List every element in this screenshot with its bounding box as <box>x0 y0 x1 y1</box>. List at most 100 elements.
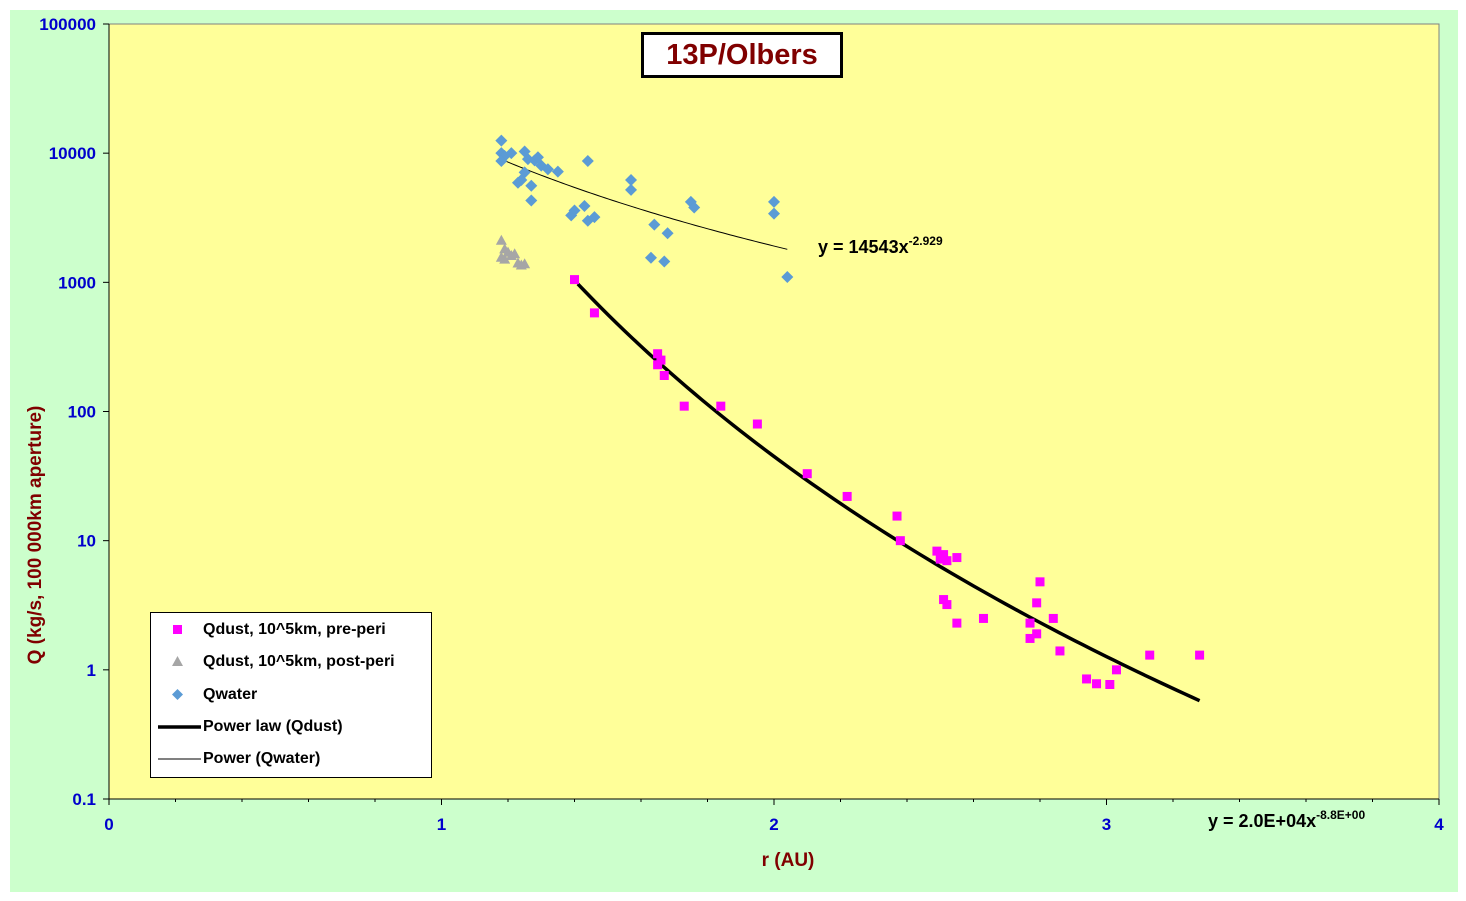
y-tick-label: 10 <box>77 532 96 551</box>
water-fit-equation-main: y = 14543x <box>818 237 909 257</box>
y-tick-label: 0.1 <box>72 790 96 809</box>
water-point <box>781 270 794 283</box>
y-tick-label: 1000 <box>58 273 96 292</box>
y-tick-label: 10000 <box>49 144 96 163</box>
legend-label-water-fit: Power (Qwater) <box>203 750 321 767</box>
legend-label-dust-pre: Qdust, 10^5km, pre-peri <box>203 621 386 638</box>
legend-triangle-marker <box>151 650 203 674</box>
water-point <box>658 255 671 268</box>
x-tick-label: 3 <box>1102 815 1111 834</box>
dust-power-law-line <box>576 282 1201 703</box>
fit-lines <box>501 158 1201 703</box>
dust-pre-peri-point <box>1082 674 1092 684</box>
legend-thick-line <box>151 715 203 739</box>
dust-pre-peri-point <box>1025 633 1035 643</box>
data-points <box>495 134 1205 689</box>
dust-pre-peri-point <box>653 360 663 370</box>
dust-pre-peri-point <box>1032 629 1042 639</box>
water-point <box>625 173 638 186</box>
water-point <box>568 204 581 217</box>
water-fit-equation-exp: -2.929 <box>909 234 943 248</box>
dust-pre-peri-point <box>1035 577 1045 587</box>
dust-fit-equation-main: y = 2.0E+04x <box>1208 811 1316 831</box>
water-point <box>551 165 564 178</box>
water-power-law-line <box>501 158 788 250</box>
legend-item-dust-post: Qdust, 10^5km, post-peri <box>151 650 395 674</box>
x-tick-label: 1 <box>437 815 446 834</box>
legend-label-dust-post: Qdust, 10^5km, post-peri <box>203 653 395 670</box>
legend-item-water-fit: Power (Qwater) <box>151 747 320 771</box>
y-tick-label: 100000 <box>39 15 96 34</box>
water-point <box>648 218 661 231</box>
chart-area: 0.1 1 10 100 1000 10000 100000 0 1 2 3 4 r (AU) Q (… <box>10 10 1458 892</box>
dust-pre-peri-point <box>1048 613 1058 623</box>
dust-pre-peri-point <box>1195 650 1205 660</box>
dust-pre-peri-point <box>656 355 666 365</box>
dust-post-peri-point <box>495 251 507 262</box>
water-point <box>495 134 508 147</box>
x-tick-label: 4 <box>1434 815 1444 834</box>
legend-label-water: Qwater <box>203 686 258 703</box>
water-point <box>661 227 674 240</box>
legend-label-dust-fit: Power law (Qdust) <box>203 718 343 735</box>
dust-pre-peri-point <box>802 469 812 479</box>
legend-diamond-marker <box>151 683 203 707</box>
chart-title-box: 13P/Olbers <box>641 32 843 78</box>
legend: Qdust, 10^5km, pre-peri Qdust, 10^5km, p… <box>150 612 432 778</box>
dust-pre-peri-point <box>716 401 726 411</box>
x-axis-title: r (AU) <box>762 850 815 871</box>
legend-item-water: Qwater <box>151 683 257 707</box>
dust-pre-peri-point <box>1105 679 1115 689</box>
water-point <box>495 154 508 167</box>
dust-pre-peri-point <box>939 595 949 605</box>
water-point <box>644 251 657 264</box>
dust-pre-peri-point <box>679 401 689 411</box>
dust-pre-peri-point <box>942 556 952 566</box>
dust-fit-equation-exp: -8.8E+00 <box>1316 808 1365 822</box>
dust-pre-peri-point <box>1025 618 1035 628</box>
dust-pre-peri-point <box>952 553 962 563</box>
dust-pre-peri-point <box>935 554 945 564</box>
legend-thin-line <box>151 747 203 771</box>
dust-post-peri-point <box>495 234 507 245</box>
dust-post-peri-point <box>509 248 521 259</box>
water-point <box>505 147 518 160</box>
dust-pre-peri-point <box>1032 598 1042 608</box>
dust-pre-peri-point <box>842 491 852 501</box>
dust-pre-peri-point <box>1111 665 1121 675</box>
water-point <box>525 179 538 192</box>
dust-fit-equation: y = 2.0E+04x-8.8E+00 <box>1208 808 1365 831</box>
chart-title: 13P/Olbers <box>666 38 818 71</box>
dust-pre-peri-point <box>653 349 663 359</box>
dust-pre-peri-point <box>1092 679 1102 689</box>
dust-pre-peri-point <box>892 511 902 521</box>
legend-item-dust-pre: Qdust, 10^5km, pre-peri <box>151 618 386 642</box>
dust-pre-peri-point <box>1055 646 1065 656</box>
dust-pre-peri-point <box>942 600 952 610</box>
water-point <box>588 211 601 224</box>
water-fit-equation: y = 14543x-2.929 <box>818 234 943 257</box>
dust-pre-peri-point <box>589 308 599 318</box>
dust-pre-peri-point <box>1145 650 1155 660</box>
dust-post-peri-point <box>515 259 527 270</box>
x-tick-label: 0 <box>104 815 113 834</box>
axes: 0.1 1 10 100 1000 10000 100000 0 1 2 3 4 <box>39 15 1444 834</box>
dust-pre-peri-point <box>932 546 942 556</box>
water-point <box>768 207 780 220</box>
water-point <box>578 199 591 212</box>
dust-pre-peri-point <box>895 536 905 546</box>
water-point <box>581 154 594 167</box>
water-point <box>688 201 701 214</box>
dust-pre-peri-point <box>978 613 988 623</box>
water-point <box>768 195 780 208</box>
y-tick-label: 100 <box>68 403 96 422</box>
water-point <box>625 183 638 196</box>
water-point <box>541 163 554 176</box>
legend-item-dust-fit: Power law (Qdust) <box>151 715 343 739</box>
x-tick-label: 2 <box>769 815 778 834</box>
dust-pre-peri-point <box>570 275 579 285</box>
legend-square-marker <box>151 618 203 642</box>
dust-pre-peri-point <box>659 370 669 380</box>
water-point <box>525 194 538 207</box>
y-tick-label: 1 <box>87 661 96 680</box>
